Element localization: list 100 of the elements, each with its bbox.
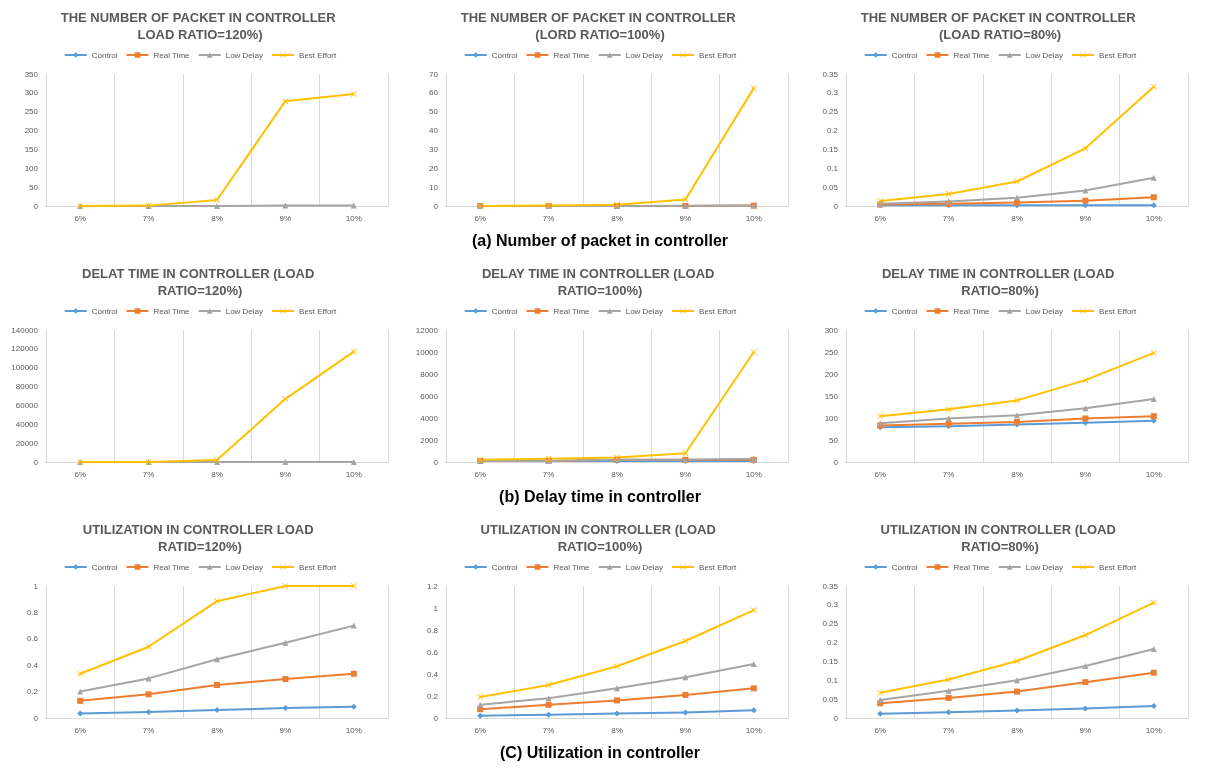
y-tick-label: 80000 [15,382,39,392]
y-tick-label: 0.4 [426,669,439,679]
y-tick-label: 300 [24,88,39,98]
legend-label: Real Time [153,306,191,316]
y-tick-label: 0 [33,457,39,467]
x-tick-label: 6% [874,469,886,479]
y-tick-label: 350 [24,69,39,79]
x-tick-label: 7% [942,725,955,735]
y-tick-label: 200 [24,126,39,136]
legend-label: Real Time [953,50,991,60]
y-tick-label: 50 [429,107,439,117]
x-tick-label: 7% [142,213,155,223]
x-tick-label: 10% [345,469,362,479]
y-tick-label: 0 [833,457,839,467]
x-tick-label: 9% [279,213,292,223]
y-tick-label: 0 [833,713,839,723]
x-tick-label: 9% [279,725,292,735]
x-tick-label: 9% [1079,213,1092,223]
legend-label: Low Delay [1025,562,1064,572]
y-tick-label: 0.2 [826,638,839,648]
y-tick-label: 70 [429,69,439,79]
chart-title: THE NUMBER OF PACKET IN CONTROLLER (LOAD RATIO=80%) [860,10,1140,42]
legend-label: Control [491,50,518,60]
legend-label: Best Effort [299,50,338,60]
y-tick-label: 0.4 [26,660,39,670]
y-tick-label: 0.8 [26,607,39,617]
y-tick-label: 1 [33,581,39,591]
x-tick-label: 6% [474,469,486,479]
y-tick-label: 2000 [420,435,439,445]
x-tick-label: 8% [611,213,623,223]
chart-title: THE NUMBER OF PACKET IN CONTROLLER LOAD RATIO=120%) [60,10,340,42]
legend-label: Control [91,306,118,316]
legend-label: Control [491,306,518,316]
legend-label: Best Effort [1099,562,1138,572]
legend-label: Real Time [553,50,591,60]
y-tick-label: 250 [824,347,839,357]
y-tick-label: 200 [824,369,839,379]
legend-label: Best Effort [299,562,338,572]
legend-label: Best Effort [1099,306,1138,316]
x-tick-label: 9% [1079,725,1092,735]
x-tick-label: 7% [142,469,155,479]
y-tick-label: 50 [29,182,39,192]
y-tick-label: 10 [429,182,439,192]
y-tick-label: 0.05 [822,694,839,704]
y-tick-label: 150 [24,144,39,154]
x-tick-label: 8% [1011,213,1023,223]
legend-label: Real Time [553,562,591,572]
legend-label: Low Delay [225,50,264,60]
x-tick-label: 10% [345,213,362,223]
y-tick-label: 4000 [420,413,439,423]
legend-label: Best Effort [1099,50,1138,60]
x-tick-label: 6% [74,725,86,735]
y-tick-label: 8000 [420,369,439,379]
y-tick-label: 0.3 [826,88,839,98]
legend-label: Control [891,306,918,316]
x-tick-label: 9% [679,469,692,479]
y-tick-label: 0.25 [822,619,839,629]
y-tick-label: 0 [433,201,439,211]
y-tick-label: 0 [433,713,439,723]
x-tick-label: 6% [874,725,886,735]
x-tick-label: 10% [1145,213,1162,223]
x-tick-label: 6% [874,213,886,223]
chart-title: DELAY TIME IN CONTROLLER (LOAD RATIO=80%) [881,266,1119,298]
y-tick-label: 10000 [415,347,439,357]
y-tick-label: 300 [824,325,839,335]
y-tick-label: 0.35 [822,69,839,79]
x-tick-label: 8% [211,469,223,479]
x-tick-label: 7% [542,213,555,223]
y-tick-label: 140000 [11,325,39,335]
x-tick-label: 6% [74,469,86,479]
legend-label: Real Time [953,306,991,316]
y-tick-label: 1 [433,603,439,613]
x-tick-label: 9% [279,469,292,479]
legend-label: Control [91,562,118,572]
y-tick-label: 0 [833,201,839,211]
y-tick-label: 0.2 [426,691,439,701]
text: (b) Delay time in controller [499,488,701,505]
y-tick-label: 0.1 [826,675,839,685]
x-tick-label: 6% [474,213,486,223]
y-tick-label: 60000 [15,400,39,410]
y-tick-label: 40000 [15,419,39,429]
chart-title: DELAY TIME IN CONTROLLER (LOAD RATIO=100%) [481,266,719,298]
chart-title: THE NUMBER OF PACKET IN CONTROLLER (LORD RATIO=100%) [460,10,740,42]
legend-label: Low Delay [625,562,664,572]
y-tick-label: 0.1 [826,163,839,173]
y-tick-label: 1.2 [426,581,439,591]
y-tick-label: 0.25 [822,107,839,117]
x-tick-label: 9% [679,213,692,223]
legend-label: Low Delay [625,306,664,316]
x-tick-label: 10% [1145,469,1162,479]
legend-label: Low Delay [1025,306,1064,316]
x-tick-label: 8% [611,469,623,479]
y-tick-label: 12000 [415,325,439,335]
y-tick-label: 0.8 [426,625,439,635]
x-tick-label: 7% [542,469,555,479]
y-tick-label: 0.2 [826,126,839,136]
legend-label: Real Time [153,562,191,572]
x-tick-label: 9% [1079,469,1092,479]
chart-title: UTILIZATION IN CONTROLLER (LOAD RATIO=100%) [480,522,720,554]
y-tick-label: 150 [824,391,839,401]
